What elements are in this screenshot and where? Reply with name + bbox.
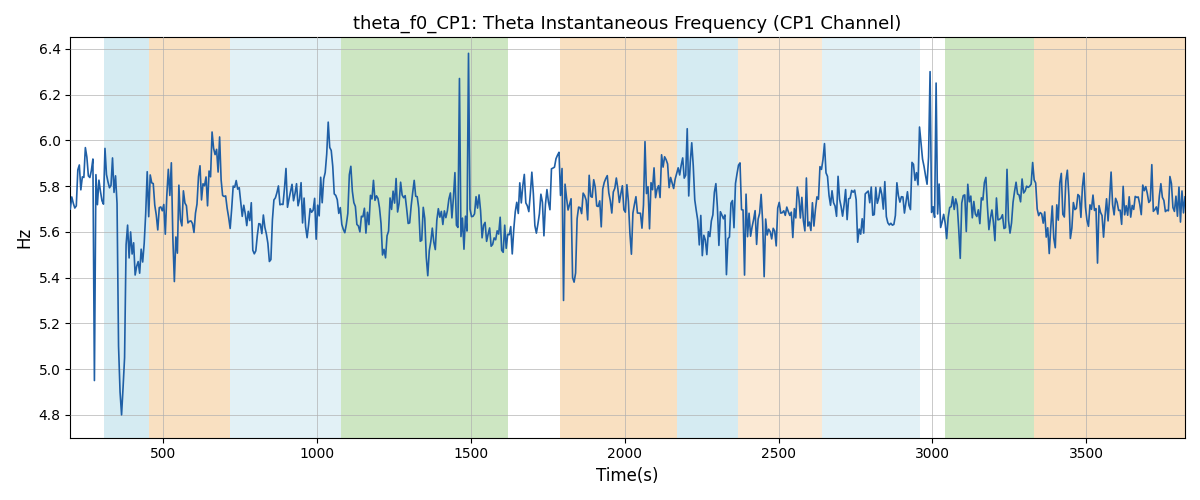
Y-axis label: Hz: Hz bbox=[16, 227, 34, 248]
Bar bbox=[677, 38, 738, 438]
Bar bbox=[104, 38, 149, 438]
Bar bbox=[149, 38, 230, 438]
X-axis label: Time(s): Time(s) bbox=[596, 467, 659, 485]
Bar bbox=[822, 38, 920, 438]
Title: theta_f0_CP1: Theta Instantaneous Frequency (CP1 Channel): theta_f0_CP1: Theta Instantaneous Freque… bbox=[354, 15, 902, 34]
Bar bbox=[944, 38, 1034, 438]
Bar bbox=[341, 38, 508, 438]
Bar bbox=[560, 38, 677, 438]
Bar bbox=[1034, 38, 1186, 438]
Bar bbox=[738, 38, 822, 438]
Bar bbox=[230, 38, 341, 438]
